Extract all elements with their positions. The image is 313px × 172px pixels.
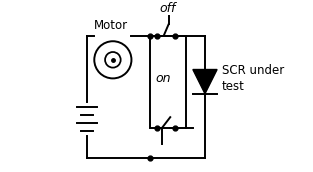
Text: Motor: Motor bbox=[94, 19, 128, 31]
Text: on: on bbox=[155, 72, 171, 85]
Polygon shape bbox=[193, 69, 217, 94]
Text: off: off bbox=[160, 2, 176, 15]
Bar bbox=[150, 36, 186, 128]
Text: SCR under
test: SCR under test bbox=[222, 64, 284, 93]
